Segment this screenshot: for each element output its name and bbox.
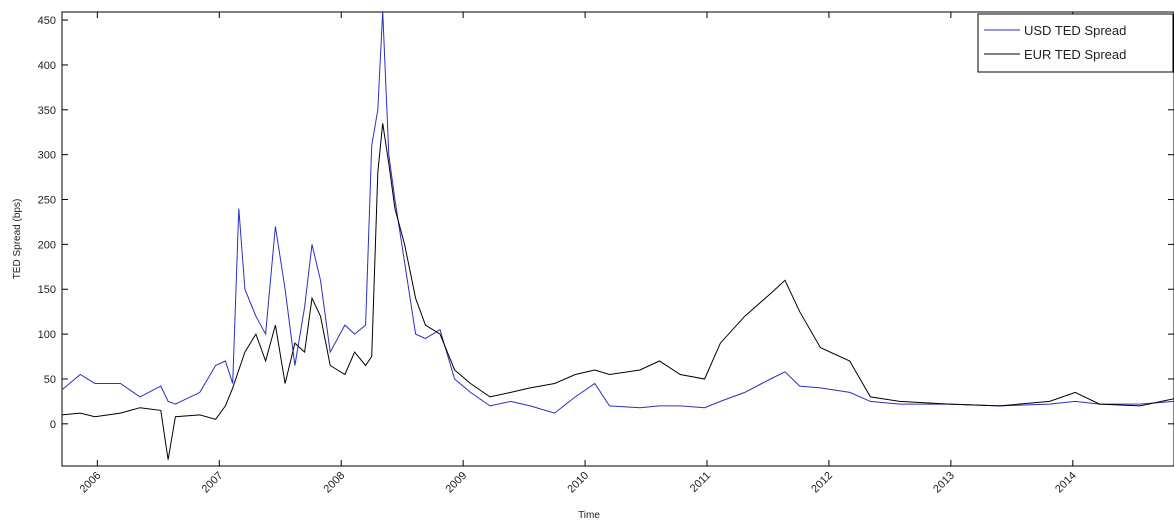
x-tick-label: 2008 xyxy=(322,470,348,496)
x-tick-label: 2009 xyxy=(443,470,469,496)
legend-label: EUR TED Spread xyxy=(1024,47,1126,62)
x-tick-label: 2012 xyxy=(809,470,835,496)
data-line xyxy=(61,11,1174,414)
y-tick-label: 450 xyxy=(38,15,56,27)
y-tick-label: 0 xyxy=(50,419,56,431)
y-tick-label: 350 xyxy=(38,105,56,117)
y-tick-label: 50 xyxy=(44,374,56,386)
x-tick-label: 2010 xyxy=(565,470,591,496)
y-tick-label: 100 xyxy=(38,329,56,341)
legend-box xyxy=(977,13,1174,73)
y-axis-label: TED Spread (bps) xyxy=(12,199,23,280)
y-tick-label: 150 xyxy=(38,284,56,296)
x-tick-label: 2006 xyxy=(78,470,104,496)
x-tick-label: 2011 xyxy=(688,470,713,495)
y-tick-label: 250 xyxy=(38,195,56,207)
y-tick-label: 300 xyxy=(38,150,56,162)
x-tick-label: 2014 xyxy=(1053,470,1079,496)
x-tick-label: 2007 xyxy=(200,470,226,496)
plot-frame xyxy=(61,11,1174,467)
legend-label: USD TED Spread xyxy=(1024,23,1126,38)
x-axis-label: Time xyxy=(578,510,600,521)
data-line xyxy=(61,123,1174,460)
y-tick-label: 400 xyxy=(38,60,56,72)
x-tick-label: 2013 xyxy=(931,470,957,496)
y-tick-label: 200 xyxy=(38,239,56,251)
